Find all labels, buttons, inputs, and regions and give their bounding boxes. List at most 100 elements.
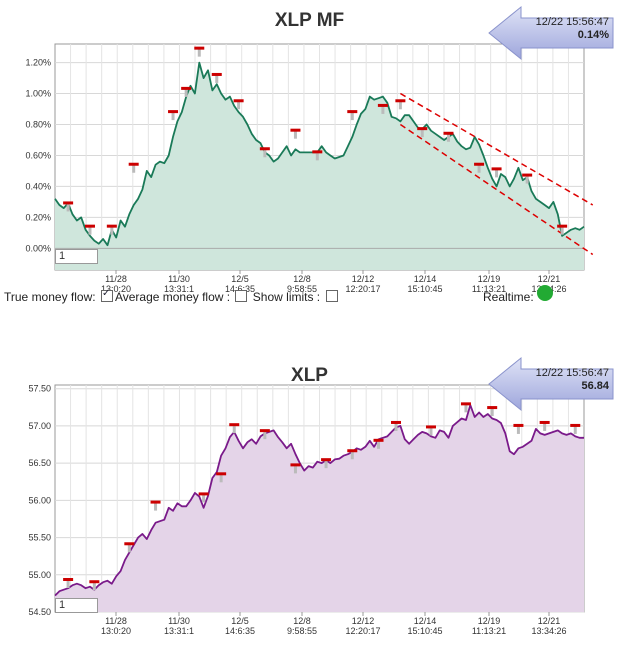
price-marker [321, 458, 332, 462]
price-badge-time: 12/22 15:56:47 [535, 367, 609, 379]
left-arrow-icon [488, 5, 614, 61]
mf-y-tick-label: 0.20% [25, 212, 51, 222]
price-marker [89, 580, 100, 584]
mf-marker-stem [381, 105, 385, 114]
mf-marker [84, 224, 95, 228]
mf-marker-stem [171, 112, 175, 121]
price-marker [63, 577, 74, 581]
price-marker [460, 402, 471, 406]
mf-marker [557, 224, 568, 228]
price-x-tick-date: 12/19 [478, 616, 501, 626]
price-x-tick-date: 11/30 [168, 616, 190, 626]
mf-marker [181, 86, 192, 90]
mf-x-tick-date: 11/28 [105, 274, 127, 284]
true-mf-checkbox[interactable] [100, 288, 113, 302]
mf-area-fill [55, 62, 584, 270]
realtime-status-icon[interactable] [537, 285, 553, 301]
realtime-label: Realtime: [483, 290, 534, 304]
mf-x-tick-date: 12/19 [478, 274, 501, 284]
mf-marker-stem [132, 164, 136, 173]
price-badge-value: 56.84 [581, 380, 609, 392]
mf-x-tick-time: 9:58:55 [287, 284, 317, 294]
mf-y-tick-label: 0.40% [25, 181, 51, 191]
price-range-input[interactable]: 1 [55, 598, 98, 613]
price-x-tick-time: 13:34:26 [531, 626, 566, 636]
mf-channel-line [400, 92, 594, 206]
price-x-tick-time: 12:20:17 [345, 626, 380, 636]
mf-marker-stem [263, 149, 267, 158]
mf-x-tick-time: 13:0:20 [101, 284, 131, 294]
mf-marker-stem [293, 130, 297, 139]
price-marker [513, 423, 524, 427]
mf-marker-stem [197, 48, 201, 57]
true-mf-label: True money flow: [4, 290, 96, 304]
price-marker-stem [127, 544, 131, 553]
mf-marker [377, 103, 388, 107]
mf-x-tick-time: 12:20:17 [345, 284, 380, 294]
price-x-tick-time: 15:10:45 [407, 626, 442, 636]
price-marker-stem [573, 425, 577, 434]
mf-series-line [54, 61, 585, 247]
price-y-tick-label: 54.50 [28, 607, 51, 617]
price-marker [539, 420, 550, 424]
price-plot: 54.50 55.00 55.50 56.00 56.50 57.00 57.50 11/28… [28, 384, 585, 636]
price-marker-stem [202, 494, 206, 503]
price-marker-stem [464, 404, 468, 413]
price-marker [373, 438, 384, 442]
price-marker-stem [232, 425, 236, 434]
mf-marker [347, 110, 358, 114]
mf-badge-time: 12/22 15:56:47 [535, 16, 609, 28]
price-marker [487, 406, 498, 410]
price-marker-stem [92, 582, 96, 591]
price-marker-stem [66, 579, 70, 588]
mf-y-tick-label: 0.00% [25, 243, 51, 253]
mf-marker-stem [66, 203, 70, 212]
mf-x-tick-date: 12/21 [538, 274, 561, 284]
mf-chart-title: XLP MF [274, 10, 345, 31]
mf-marker [312, 150, 323, 154]
price-chart: 54.50 55.00 55.50 56.00 56.50 57.00 57.50 11/28… [0, 355, 619, 658]
money-flow-plot: 0.00% 0.20% 0.40% 0.60% 0.80% 1.00% 1.20% 11/28… [25, 43, 594, 294]
price-x-tick-time: 13:31:1 [164, 626, 194, 636]
show-limits-label: Show limits : [252, 290, 321, 304]
mf-marker-stem [477, 164, 481, 173]
mf-marker [168, 110, 179, 114]
price-marker-stem [350, 451, 354, 460]
mf-marker [443, 131, 454, 135]
mf-marker [417, 127, 428, 131]
price-marker-stem [543, 422, 547, 431]
mf-last-value-badge: 12/22 15:56:47 0.14% [487, 4, 615, 62]
price-marker [391, 420, 402, 424]
mf-x-tick-date: 12/8 [293, 274, 311, 284]
price-marker-stem [490, 408, 494, 417]
avg-mf-checkbox[interactable] [235, 290, 248, 302]
mf-y-tick-label: 1.20% [25, 58, 51, 68]
mf-marker [194, 46, 205, 50]
price-marker [124, 542, 135, 546]
price-marker-stem [394, 422, 398, 431]
show-limits-checkbox[interactable] [325, 290, 338, 302]
mf-marker [290, 128, 301, 132]
mf-x-tick-time: 14:6:35 [225, 284, 255, 294]
price-marker [229, 423, 240, 427]
mf-marker [259, 147, 270, 151]
mf-marker-stem [110, 226, 114, 235]
mf-marker-stem [495, 169, 499, 178]
mf-marker-stem [237, 101, 241, 110]
mf-x-tick-time: 15:10:45 [407, 284, 442, 294]
price-x-tick-date: 12/14 [414, 616, 437, 626]
price-marker-stem [516, 425, 520, 434]
mf-range-input[interactable]: 1 [55, 249, 98, 264]
mf-marker-stem [184, 88, 188, 97]
mf-marker-stem [560, 226, 564, 235]
mf-marker-stem [446, 133, 450, 142]
price-marker [216, 472, 227, 476]
mf-marker [128, 162, 139, 166]
price-y-tick-label: 55.00 [28, 570, 51, 580]
mf-marker [211, 72, 222, 76]
mf-marker [522, 173, 533, 177]
price-marker-stem [377, 440, 381, 449]
price-marker-stem [293, 465, 297, 474]
mf-y-tick-label: 1.00% [25, 89, 51, 99]
price-y-tick-label: 57.50 [28, 384, 51, 394]
